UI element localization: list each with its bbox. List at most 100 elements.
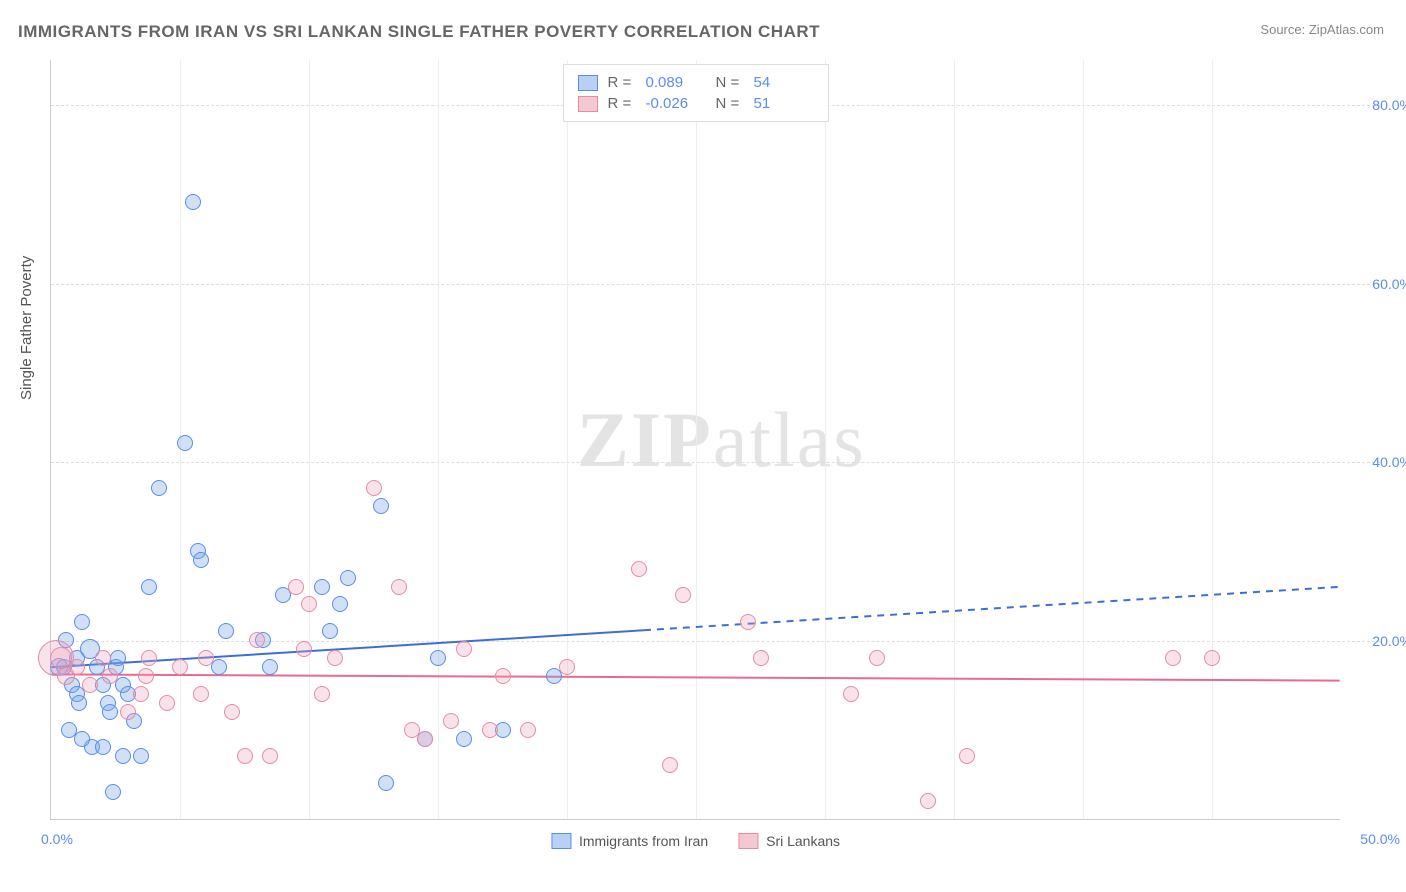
scatter-point — [95, 650, 111, 666]
scatter-point — [456, 641, 472, 657]
scatter-point — [1204, 650, 1220, 666]
grid-line-v — [567, 60, 568, 819]
y-tick-label: 60.0% — [1372, 276, 1406, 292]
chart-plot-area: ZIPatlas 20.0%40.0%60.0%80.0% R = 0.089 … — [50, 60, 1340, 820]
scatter-point — [198, 650, 214, 666]
scatter-point — [74, 614, 90, 630]
scatter-point — [138, 668, 154, 684]
r-value-iran: 0.089 — [646, 74, 706, 91]
scatter-point — [102, 704, 118, 720]
y-axis-label: Single Father Poverty — [18, 256, 35, 400]
grid-line-v — [309, 60, 310, 819]
scatter-point — [314, 686, 330, 702]
scatter-point — [151, 480, 167, 496]
grid-line-v — [1083, 60, 1084, 819]
legend-item-srilanka: Sri Lankans — [738, 833, 840, 849]
legend-row-srilanka: R = -0.026 N = 51 — [578, 93, 814, 114]
scatter-point — [843, 686, 859, 702]
scatter-point — [133, 748, 149, 764]
scatter-point — [262, 659, 278, 675]
legend-row-iran: R = 0.089 N = 54 — [578, 72, 814, 93]
grid-line-v — [1212, 60, 1213, 819]
scatter-point — [105, 784, 121, 800]
scatter-point — [110, 650, 126, 666]
scatter-point — [95, 739, 111, 755]
scatter-point — [631, 561, 647, 577]
scatter-point — [520, 722, 536, 738]
scatter-point — [314, 579, 330, 595]
scatter-point — [237, 748, 253, 764]
scatter-point — [159, 695, 175, 711]
grid-line-h — [51, 284, 1380, 285]
n-label: N = — [716, 74, 744, 91]
scatter-point — [74, 731, 90, 747]
r-label: R = — [608, 95, 636, 112]
scatter-point — [133, 686, 149, 702]
y-tick-label: 80.0% — [1372, 97, 1406, 113]
scatter-point — [141, 650, 157, 666]
x-origin-label: 0.0% — [41, 831, 73, 847]
source-label: Source: — [1260, 22, 1305, 37]
scatter-point — [327, 650, 343, 666]
scatter-point — [177, 435, 193, 451]
grid-line-v — [825, 60, 826, 819]
scatter-point — [224, 704, 240, 720]
scatter-point — [296, 641, 312, 657]
scatter-point — [288, 579, 304, 595]
scatter-point — [373, 498, 389, 514]
scatter-point — [417, 731, 433, 747]
scatter-point — [141, 579, 157, 595]
chart-title: IMMIGRANTS FROM IRAN VS SRI LANKAN SINGL… — [18, 22, 820, 42]
scatter-point — [662, 757, 678, 773]
swatch-blue-icon — [578, 75, 598, 91]
x-max-label: 50.0% — [1360, 831, 1400, 847]
scatter-point — [172, 659, 188, 675]
scatter-point — [301, 596, 317, 612]
scatter-point — [443, 713, 459, 729]
watermark: ZIPatlas — [577, 395, 866, 485]
grid-line-v — [954, 60, 955, 819]
scatter-point — [102, 668, 118, 684]
scatter-point — [920, 793, 936, 809]
scatter-point — [61, 722, 77, 738]
scatter-point — [391, 579, 407, 595]
scatter-point — [193, 686, 209, 702]
scatter-point — [456, 731, 472, 747]
swatch-pink-icon — [738, 833, 758, 849]
scatter-point — [378, 775, 394, 791]
scatter-point — [366, 480, 382, 496]
scatter-point — [332, 596, 348, 612]
source-name: ZipAtlas.com — [1309, 22, 1384, 37]
swatch-blue-icon — [551, 833, 571, 849]
scatter-point — [340, 570, 356, 586]
series-legend: Immigrants from Iran Sri Lankans — [551, 833, 840, 849]
scatter-point — [495, 668, 511, 684]
scatter-point — [69, 659, 85, 675]
scatter-point — [211, 659, 227, 675]
scatter-point — [71, 695, 87, 711]
scatter-point — [959, 748, 975, 764]
n-value-srilanka: 51 — [754, 95, 814, 112]
grid-line-h — [51, 462, 1380, 463]
scatter-point — [869, 650, 885, 666]
grid-line-v — [696, 60, 697, 819]
scatter-point — [1165, 650, 1181, 666]
n-label: N = — [716, 95, 744, 112]
scatter-point — [193, 552, 209, 568]
watermark-rest: atlas — [713, 396, 866, 483]
scatter-point — [115, 748, 131, 764]
scatter-point — [430, 650, 446, 666]
scatter-point — [740, 614, 756, 630]
r-value-srilanka: -0.026 — [646, 95, 706, 112]
scatter-point — [675, 587, 691, 603]
series-name-srilanka: Sri Lankans — [766, 833, 840, 849]
scatter-point — [322, 623, 338, 639]
correlation-legend: R = 0.089 N = 54 R = -0.026 N = 51 — [563, 64, 829, 122]
grid-line-v — [438, 60, 439, 819]
swatch-pink-icon — [578, 96, 598, 112]
y-tick-label: 40.0% — [1372, 454, 1406, 470]
scatter-point — [262, 748, 278, 764]
scatter-point — [218, 623, 234, 639]
y-tick-label: 20.0% — [1372, 633, 1406, 649]
r-label: R = — [608, 74, 636, 91]
